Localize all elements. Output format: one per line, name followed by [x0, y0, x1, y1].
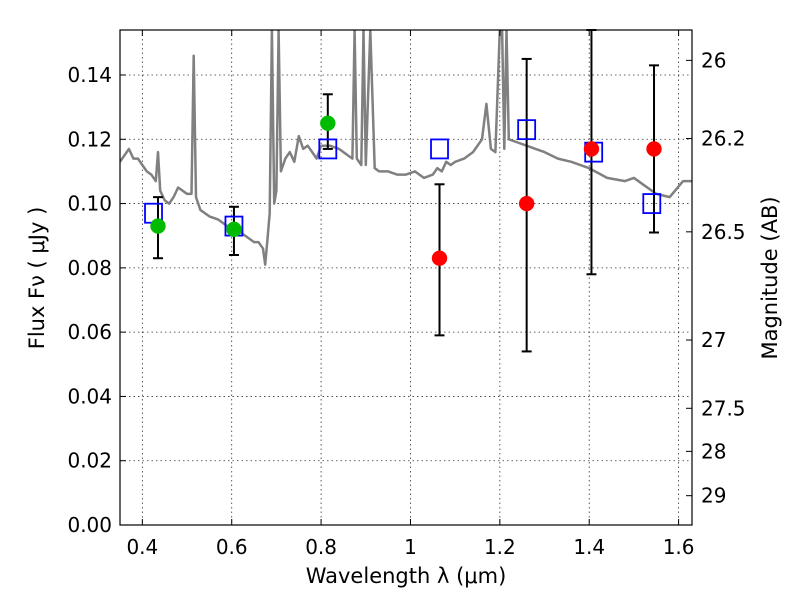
right-tick-label: 26	[701, 48, 726, 72]
optical-flux-point	[150, 218, 166, 234]
right-tick-label: 28	[701, 439, 726, 463]
x-axis-label: Wavelength λ (μm)	[306, 564, 507, 588]
optical-flux-point	[226, 221, 242, 238]
x-tick-label: 1	[404, 535, 417, 559]
y-tick-label: 0.08	[67, 256, 112, 280]
model-band-square	[430, 138, 449, 160]
ir-flux-point	[518, 195, 535, 212]
x-tick-label: 0.4	[126, 535, 158, 559]
right-tick-label: 29	[701, 484, 726, 508]
ir-flux-point	[646, 141, 662, 157]
model-band-square	[318, 138, 338, 160]
right-axis-title: Magnitude (AB)	[758, 196, 782, 359]
plot-frame	[119, 29, 693, 526]
y-tick-label: 0.12	[67, 127, 112, 151]
ir-flux-point	[583, 141, 600, 157]
y-tick-label: 0.14	[67, 63, 112, 87]
y-tick-label: 0.02	[67, 449, 112, 473]
axis-ticks: 0.4 0.6 0.8 1 1.2 1.4 1.6 0.00 0.02 0.04 0.06 0.08 0…	[67, 30, 746, 559]
right-tick-label: 27	[701, 328, 726, 352]
model-spectrum-line	[120, 30, 692, 266]
grid	[120, 30, 692, 526]
model-band-square	[517, 119, 537, 141]
y-tick-label: 0.00	[67, 513, 112, 537]
optical-flux-point	[320, 115, 336, 131]
y-tick-label: 0.06	[67, 320, 112, 344]
right-tick-label: 26.2	[701, 127, 746, 151]
right-tick-label: 27.5	[701, 396, 746, 420]
x-tick-label: 1.4	[573, 535, 605, 559]
x-tick-label: 0.8	[305, 535, 337, 559]
y-axis-title: Flux Fν ( μJy )	[25, 207, 49, 350]
right-axis-label: Magnitude (AB)	[758, 196, 782, 359]
model-spectrum	[120, 30, 692, 266]
y-tick-label: 0.10	[67, 192, 112, 216]
y-tick-label: 0.04	[67, 384, 112, 408]
error-bars	[152, 29, 660, 353]
ir-flux-point	[431, 250, 448, 266]
x-tick-label: 1.6	[663, 535, 695, 559]
right-tick-label: 26.5	[701, 220, 746, 244]
x-axis-title: Wavelength λ (μm)	[306, 564, 507, 588]
photometry-markers	[144, 115, 662, 266]
x-tick-label: 0.6	[216, 535, 248, 559]
x-tick-label: 1.2	[484, 535, 516, 559]
model-band-square	[642, 193, 662, 214]
y-axis-label: Flux Fν ( μJy )	[25, 207, 49, 350]
